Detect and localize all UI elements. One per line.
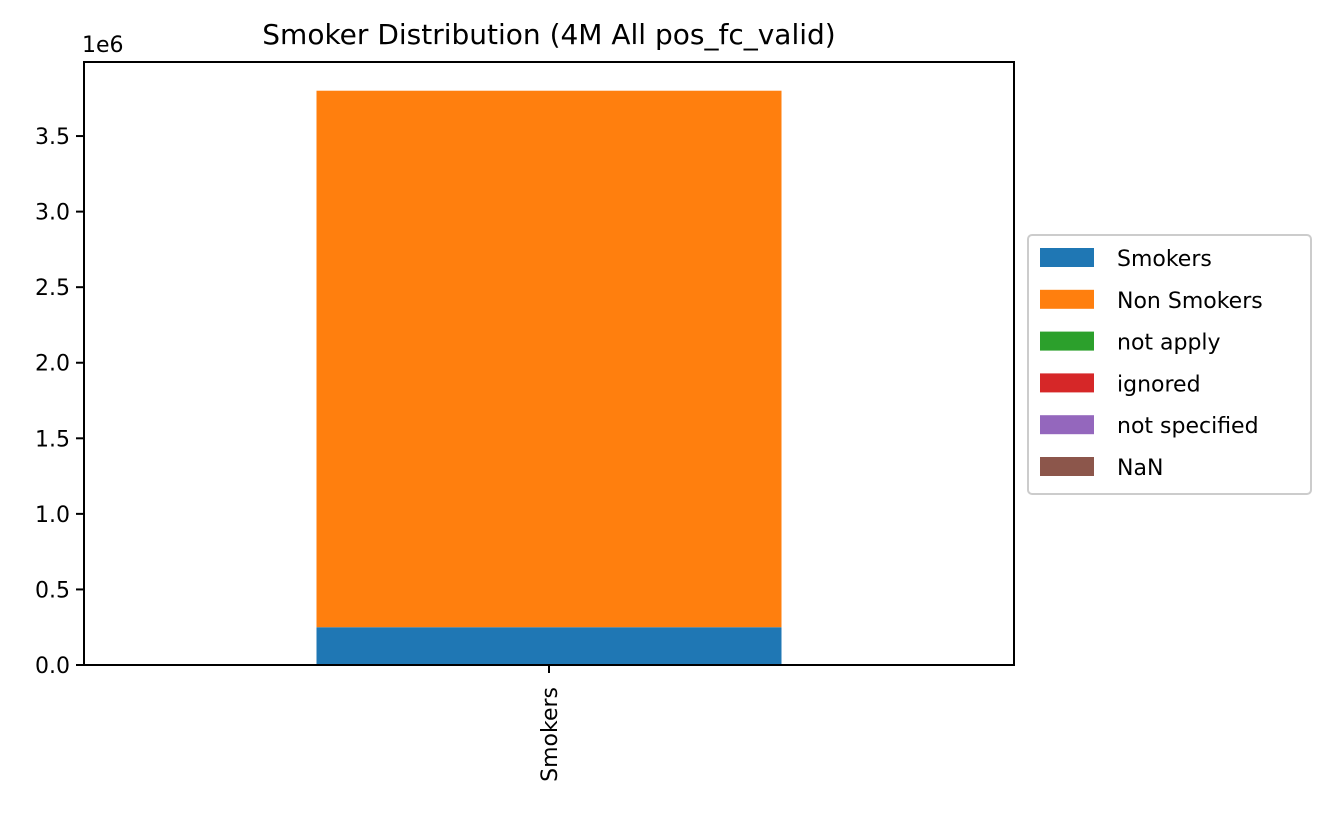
bar-segment-0 [316,627,782,665]
legend-box [1027,234,1312,495]
legend-label-3: ignored [1117,372,1201,397]
legend-swatch-1 [1040,289,1094,309]
y-tick-label: 1.5 [35,427,70,452]
y-tick-label: 1.0 [35,503,70,528]
legend-swatch-5 [1040,457,1094,476]
y-tick-label: 3.0 [35,201,70,226]
chart-title: Smoker Distribution (4M All pos_fc_valid… [262,18,835,51]
y-tick-label: 2.5 [35,276,70,301]
legend: Smokers Non Smokers not apply ignored not sp… [1027,234,1312,495]
legend-label-1: Non Smokers [1117,289,1263,314]
legend-swatch-0 [1040,248,1094,267]
legend-label-0: Smokers [1117,247,1212,272]
legend-swatch-2 [1040,331,1094,351]
x-axis: Smokers [538,665,563,782]
x-tick-label: Smokers [538,687,563,782]
legend-swatch-3 [1040,373,1094,393]
y-tick-label: 3.5 [35,125,70,150]
legend-label-2: not apply [1117,331,1221,356]
legend-label-5: NaN [1117,456,1163,481]
y-tick-label: 0.5 [35,578,70,603]
legend-label-4: not specified [1117,414,1259,439]
legend-swatch-4 [1040,415,1094,435]
y-axis: 0.0 0.5 1.0 1.5 2.0 2.5 3.0 3.5 [35,125,84,679]
y-tick-label: 2.0 [35,352,70,377]
bar-segment-1 [316,90,782,628]
y-tick-label: 0.0 [35,654,70,679]
bars-group [316,90,782,665]
y-scale-label: 1e6 [82,33,124,58]
